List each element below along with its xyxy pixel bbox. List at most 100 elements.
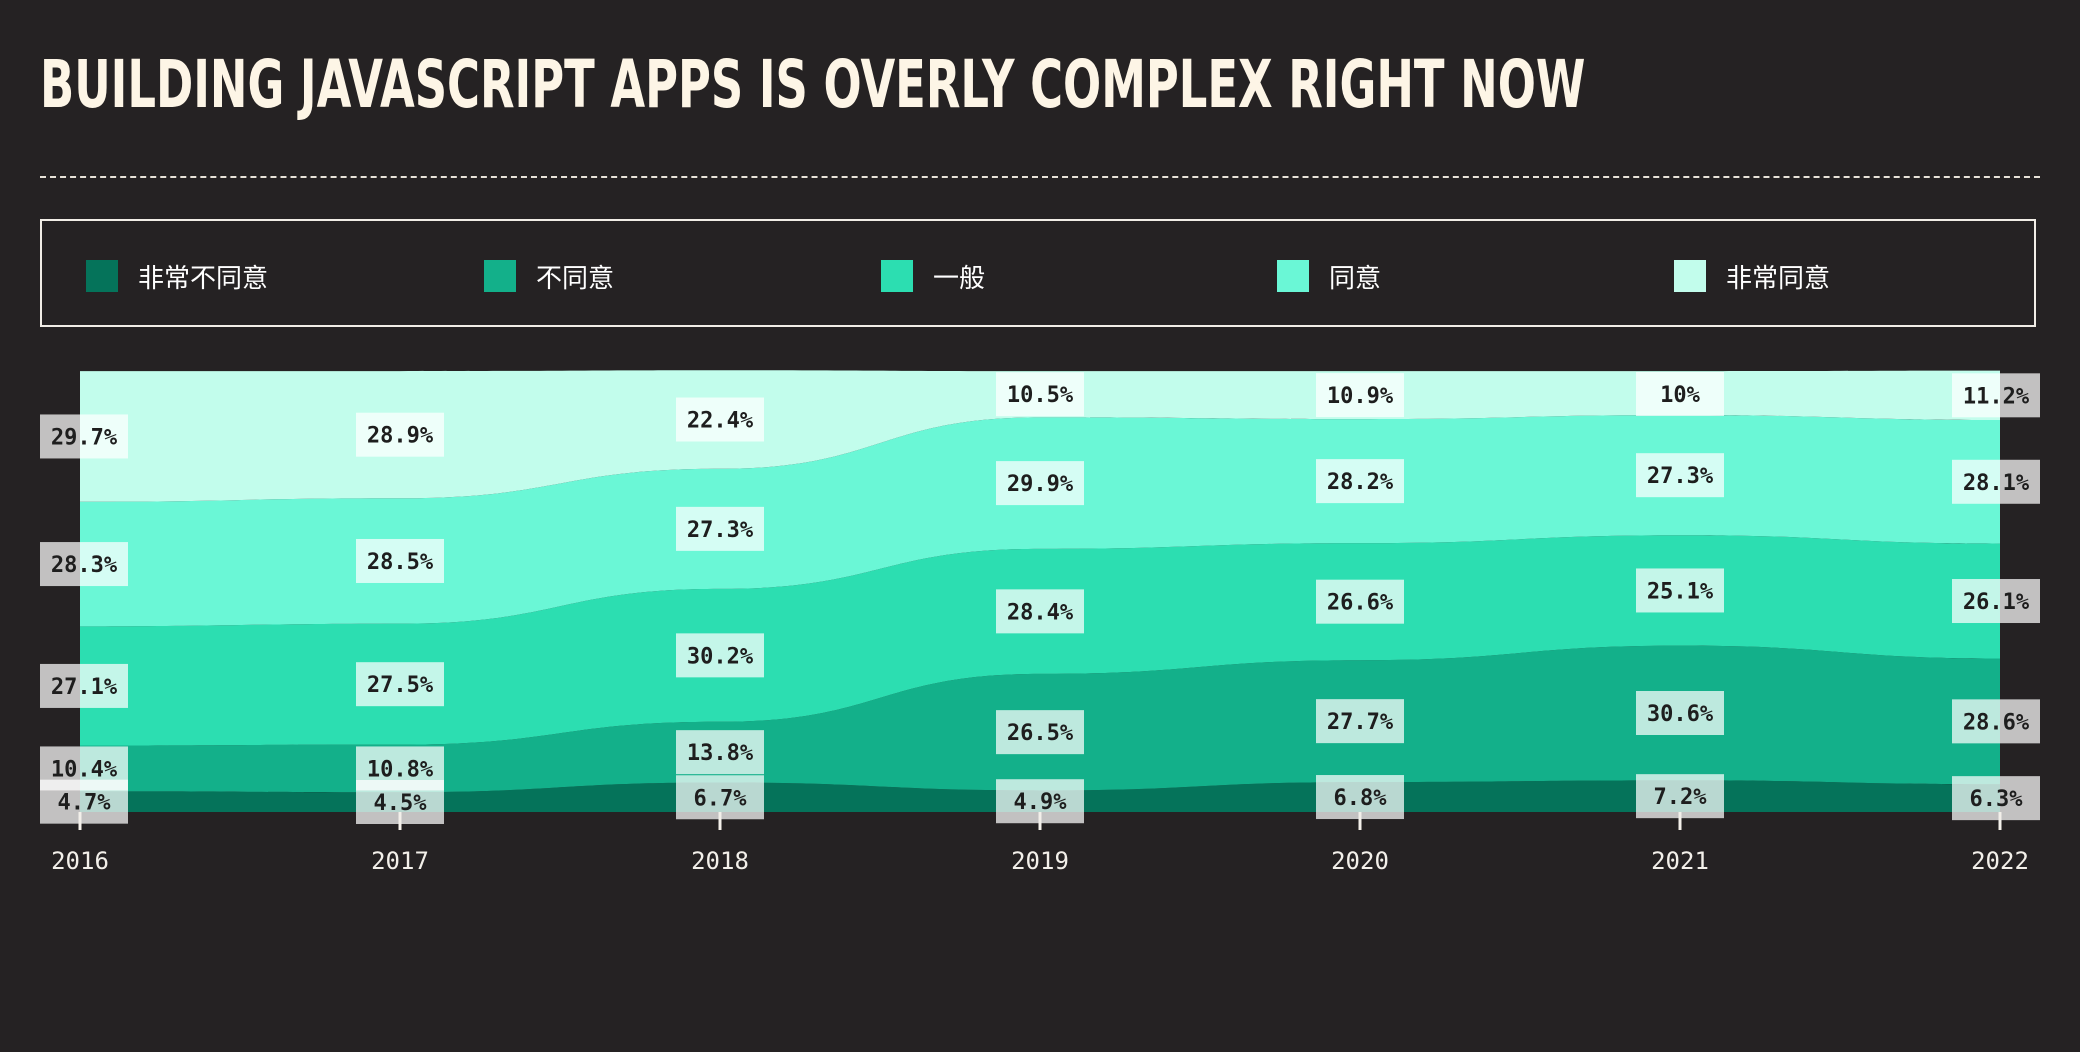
legend-label-agree: 同意 xyxy=(1329,263,1382,294)
value-label-text: 28.2% xyxy=(1327,470,1394,495)
value-label-neutral-2021: 25.1% xyxy=(1636,568,1724,613)
x-tick-label-2020: 2020 xyxy=(1331,847,1389,875)
area-strongly-agree xyxy=(80,370,2000,502)
value-label-strongly-agree-2020: 10.9% xyxy=(1316,373,1404,418)
value-label-strongly-agree-2021: 10% xyxy=(1636,372,1724,416)
value-label-neutral-2020: 26.6% xyxy=(1316,579,1404,624)
value-label-box xyxy=(996,461,1084,506)
value-label-text: 11.2% xyxy=(1963,384,2030,409)
value-label-strongly-agree-2016: 29.7% xyxy=(40,414,128,459)
value-label-box xyxy=(40,542,128,587)
chart-legend: 非常不同意 不同意 一般 同意 非常同意 xyxy=(40,219,2036,327)
value-label-strongly-agree-2022: 11.2% xyxy=(1952,373,2040,418)
value-label-box xyxy=(356,412,444,457)
x-tick-label-2017: 2017 xyxy=(371,847,429,875)
legend-swatch-strongly-agree xyxy=(1674,260,1706,292)
legend-label-strongly-disagree: 非常不同意 xyxy=(138,263,269,294)
value-label-box xyxy=(1636,372,1724,416)
value-label-box xyxy=(40,663,128,708)
x-tick-label-2022: 2022 xyxy=(1971,847,2029,875)
value-label-box xyxy=(1316,373,1404,418)
value-label-strongly-agree-2018: 22.4% xyxy=(676,397,764,442)
legend-label-neutral: 一般 xyxy=(933,263,986,294)
legend-item-strongly-disagree[interactable]: 非常不同意 xyxy=(86,260,269,294)
legend-item-strongly-agree[interactable]: 非常同意 xyxy=(1674,260,1831,294)
x-tick-label-2019: 2019 xyxy=(1011,847,1069,875)
value-label-text: 27.5% xyxy=(367,673,434,698)
value-label-box xyxy=(996,372,1084,417)
value-label-text: 26.1% xyxy=(1963,590,2030,615)
value-label-strongly-disagree-2022: 6.3% xyxy=(1952,776,2040,821)
value-label-strongly-disagree-2020: 6.8% xyxy=(1316,775,1404,820)
value-label-box xyxy=(1952,699,2040,744)
value-label-group: 4.7% 4.5% 6.7% 4.9% 6.8% 7.2% 6.3% 10.4% 10.8% 13… xyxy=(40,372,2040,824)
value-label-box xyxy=(996,710,1084,755)
value-label-disagree-2020: 27.7% xyxy=(1316,699,1404,744)
value-label-box xyxy=(1636,774,1724,819)
value-label-text: 10.5% xyxy=(1007,383,1074,408)
value-label-agree-2016: 28.3% xyxy=(40,542,128,587)
value-label-box xyxy=(356,538,444,583)
value-label-box xyxy=(1636,691,1724,735)
value-label-box xyxy=(1316,775,1404,820)
value-label-box xyxy=(676,506,764,551)
x-tick-label-2021: 2021 xyxy=(1651,847,1709,875)
value-label-box xyxy=(1316,459,1404,504)
legend-swatch-agree xyxy=(1277,260,1309,292)
value-label-text: 29.9% xyxy=(1007,472,1074,497)
value-label-disagree-2022: 28.6% xyxy=(1952,699,2040,744)
value-label-neutral-2016: 27.1% xyxy=(40,663,128,708)
value-label-box xyxy=(996,589,1084,634)
value-label-box xyxy=(676,633,764,678)
value-label-box xyxy=(676,775,764,820)
area-neutral xyxy=(80,535,2000,746)
value-label-text: 10% xyxy=(1660,383,1700,408)
value-label-neutral-2018: 30.2% xyxy=(676,633,764,678)
value-label-box xyxy=(676,730,764,775)
value-label-box xyxy=(1636,453,1724,498)
x-tick-label-2018: 2018 xyxy=(691,847,749,875)
value-label-text: 13.8% xyxy=(687,741,754,766)
value-label-strongly-disagree-2018: 6.7% xyxy=(676,775,764,820)
value-label-disagree-2016: 10.4% xyxy=(40,746,128,791)
value-label-box xyxy=(1952,579,2040,624)
value-label-agree-2019: 29.9% xyxy=(996,461,1084,506)
value-label-text: 6.7% xyxy=(694,786,748,811)
value-label-text: 28.9% xyxy=(367,424,434,449)
legend-item-neutral[interactable]: 一般 xyxy=(881,260,986,294)
legend-swatch-disagree xyxy=(484,260,516,292)
value-label-box xyxy=(356,662,444,707)
value-label-box xyxy=(356,746,444,791)
value-label-text: 10.4% xyxy=(51,757,118,782)
x-axis: 2016 2017 2018 2019 2020 2021 2022 xyxy=(51,812,2029,875)
value-label-text: 28.3% xyxy=(51,553,118,578)
legend-label-strongly-agree: 非常同意 xyxy=(1726,263,1831,294)
value-label-box xyxy=(1952,373,2040,418)
value-label-agree-2017: 28.5% xyxy=(356,538,444,583)
value-label-disagree-2019: 26.5% xyxy=(996,710,1084,755)
value-label-box xyxy=(1636,568,1724,613)
legend-item-disagree[interactable]: 不同意 xyxy=(484,260,614,294)
value-label-neutral-2017: 27.5% xyxy=(356,662,444,707)
value-label-text: 4.7% xyxy=(58,791,112,816)
legend-item-agree[interactable]: 同意 xyxy=(1277,260,1382,294)
value-label-text: 28.5% xyxy=(367,550,434,575)
value-label-text: 10.9% xyxy=(1327,384,1394,409)
value-label-strongly-agree-2017: 28.9% xyxy=(356,412,444,457)
value-label-disagree-2018: 13.8% xyxy=(676,730,764,775)
value-label-disagree-2017: 10.8% xyxy=(356,746,444,791)
value-label-text: 27.1% xyxy=(51,675,118,700)
value-label-text: 29.7% xyxy=(51,425,118,450)
value-label-text: 30.6% xyxy=(1647,702,1714,727)
value-label-strongly-disagree-2021: 7.2% xyxy=(1636,774,1724,819)
value-label-box xyxy=(1952,459,2040,504)
value-label-text: 7.2% xyxy=(1654,785,1708,810)
value-label-agree-2020: 28.2% xyxy=(1316,459,1404,504)
value-label-box xyxy=(40,746,128,791)
value-label-agree-2021: 27.3% xyxy=(1636,453,1724,498)
value-label-neutral-2022: 26.1% xyxy=(1952,579,2040,624)
value-label-disagree-2021: 30.6% xyxy=(1636,691,1724,735)
value-label-strongly-agree-2019: 10.5% xyxy=(996,372,1084,417)
